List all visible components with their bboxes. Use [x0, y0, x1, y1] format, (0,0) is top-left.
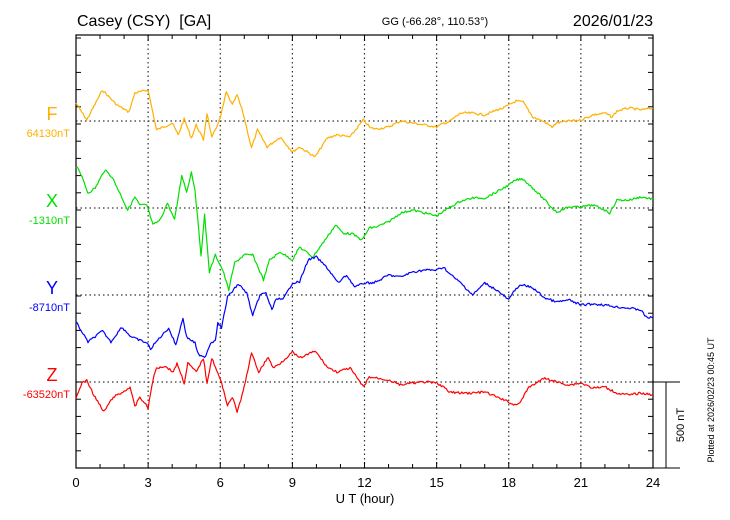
- station-title: Casey (CSY) [GA]: [77, 13, 211, 30]
- series-baseline-y: -8710nT: [29, 302, 70, 314]
- series-line-y: [75, 255, 654, 358]
- x-tick-label: 18: [502, 475, 516, 490]
- scale-bar-label: 500 nT: [675, 408, 687, 443]
- date-label: 2026/01/23: [573, 13, 653, 30]
- series-line-x: [75, 166, 654, 292]
- x-tick-label: 15: [429, 475, 443, 490]
- geographic-coordinates: GG (-66.28°, 110.53°): [382, 16, 488, 28]
- series-line-f: [75, 89, 654, 158]
- series-labels: F 64130nT X -1310nT Y -8710nT Z -63520nT: [23, 104, 70, 401]
- x-tick-label: 9: [289, 475, 296, 490]
- axes: 0 3 6 9 12 15 18 21 24: [72, 34, 660, 490]
- x-tick-label: 21: [574, 475, 588, 490]
- series-name-z: Z: [47, 365, 58, 385]
- scale-bar: 500 nT: [653, 381, 687, 469]
- series-baseline-f: 64130nT: [27, 128, 71, 140]
- x-tick-label: 3: [145, 475, 152, 490]
- series-baseline-z: -63520nT: [23, 389, 70, 401]
- series-name-x: X: [46, 191, 58, 211]
- x-tick-label: 6: [217, 475, 224, 490]
- series-baseline-x: -1310nT: [29, 215, 70, 227]
- series-line-z: [75, 350, 654, 413]
- series-name-f: F: [47, 104, 58, 124]
- x-tick-label: 24: [646, 475, 660, 490]
- grid: [76, 35, 653, 468]
- series-name-y: Y: [46, 278, 58, 298]
- x-tick-label: 12: [357, 475, 371, 490]
- x-tick-label: 0: [72, 475, 79, 490]
- series-group: [75, 89, 654, 413]
- plotted-timestamp: Plotted at 2026/02/23 00:45 UT: [706, 337, 716, 463]
- x-axis-label: U T (hour): [336, 491, 395, 506]
